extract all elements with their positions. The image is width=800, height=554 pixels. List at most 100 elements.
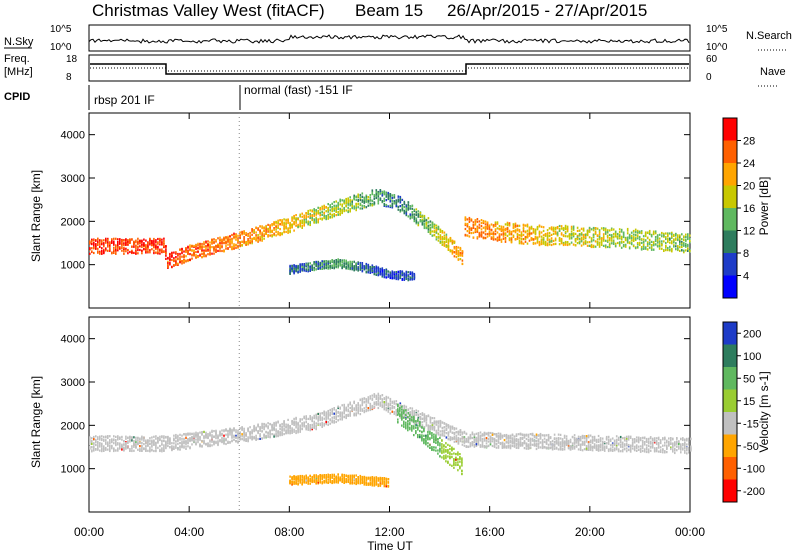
heatmap-cell xyxy=(105,239,107,242)
heatmap-cell xyxy=(371,189,374,192)
heatmap-cell xyxy=(413,272,416,276)
heatmap-cell xyxy=(193,436,195,439)
heatmap-cell xyxy=(175,258,177,261)
heatmap-cell xyxy=(349,260,351,263)
heatmap-cell xyxy=(476,218,479,221)
heatmap-cell xyxy=(139,437,141,440)
heatmap-cell xyxy=(437,432,440,435)
heatmap-cell xyxy=(173,434,175,437)
heatmap-cell xyxy=(141,243,143,246)
heatmap-cell xyxy=(285,226,287,229)
heatmap-cell xyxy=(423,420,426,423)
heatmap-cell xyxy=(149,249,151,252)
heatmap-cell xyxy=(429,424,432,427)
heatmap-cell xyxy=(133,436,135,439)
date-range: 26/Apr/2015 - 27/Apr/2015 xyxy=(447,1,647,20)
heatmap-cell xyxy=(411,407,414,410)
heatmap-cell xyxy=(337,211,339,214)
heatmap-cell xyxy=(261,426,263,429)
heatmap-cell xyxy=(175,440,177,443)
heatmap-cell xyxy=(387,410,390,413)
heatmap-cell xyxy=(213,252,215,255)
heatmap-cell xyxy=(135,444,137,447)
heatmap-cell xyxy=(383,199,386,202)
heatmap-cell xyxy=(536,228,539,231)
heatmap-cell xyxy=(480,219,483,222)
heatmap-cell xyxy=(137,437,139,440)
heatmap-cell xyxy=(498,238,501,241)
heatmap-cell xyxy=(413,411,416,414)
heatmap-cell xyxy=(155,239,157,242)
heatmap-cell xyxy=(169,258,171,261)
heatmap-cell xyxy=(379,404,382,407)
heatmap-cell xyxy=(289,266,291,269)
heatmap-cell xyxy=(289,426,291,429)
heatmap-cell xyxy=(181,252,183,255)
heatmap-cell xyxy=(221,434,223,437)
heatmap-cell xyxy=(556,232,559,235)
heatmap-cell xyxy=(107,238,109,241)
heatmap-cell xyxy=(191,249,193,252)
heatmap-cell xyxy=(661,240,663,243)
heatmap-cell xyxy=(405,275,408,278)
heatmap-cell xyxy=(542,229,545,232)
heatmap-cell xyxy=(391,272,394,276)
heatmap-cell xyxy=(459,248,462,251)
heatmap-cell xyxy=(407,408,410,411)
heatmap-cell xyxy=(277,434,279,438)
heatmap-cell xyxy=(139,241,141,245)
heatmap-cell xyxy=(185,247,187,250)
heatmap-cell xyxy=(225,236,227,239)
heatmap-cell xyxy=(407,411,410,415)
heatmap-cell xyxy=(389,398,392,401)
heatmap-cell xyxy=(263,227,265,230)
heatmap-cell xyxy=(379,191,382,194)
heatmap-cell xyxy=(331,259,333,262)
heatmap-cell xyxy=(413,218,416,221)
heatmap-cell xyxy=(299,214,301,218)
heatmap-cell xyxy=(197,433,199,436)
heatmap-cell xyxy=(423,413,426,416)
heatmap-cell xyxy=(169,438,171,441)
heatmap-cell xyxy=(213,247,215,250)
nave-trace xyxy=(90,67,689,72)
heatmap-cell xyxy=(97,448,99,451)
heatmap-cell xyxy=(636,242,639,245)
heatmap-cell xyxy=(423,216,426,219)
heatmap-cell xyxy=(249,242,251,245)
heatmap-cell xyxy=(431,234,434,237)
heatmap-cell xyxy=(143,238,145,241)
heatmap-cell xyxy=(227,433,229,436)
heatmap-cell xyxy=(401,198,404,201)
heatmap-cell xyxy=(211,440,213,443)
heatmap-cell xyxy=(329,205,331,208)
heatmap-cell xyxy=(385,403,388,407)
heatmap-cell xyxy=(259,230,261,233)
heatmap-cell xyxy=(169,263,171,266)
heatmap-cell xyxy=(303,421,305,424)
heatmap-cell xyxy=(375,195,378,198)
heatmap-cell xyxy=(323,208,325,211)
heatmap-cell xyxy=(476,236,479,239)
heatmap-cell xyxy=(415,211,418,214)
heatmap-cell xyxy=(415,220,418,223)
heatmap-cell xyxy=(353,407,355,410)
heatmap-cell xyxy=(225,237,227,240)
heatmap-cell xyxy=(349,202,351,205)
heatmap-cell xyxy=(347,209,349,212)
heatmap-cell xyxy=(151,239,153,243)
heatmap-cell xyxy=(369,268,372,271)
heatmap-cell xyxy=(345,199,347,202)
heatmap-cell xyxy=(149,442,151,445)
heatmap-cell xyxy=(401,274,404,277)
heatmap-cell xyxy=(614,233,617,236)
heatmap-cell xyxy=(139,441,141,444)
heatmap-cell xyxy=(305,415,307,418)
heatmap-cell xyxy=(435,421,438,424)
heatmap-cell xyxy=(213,440,215,443)
heatmap-cell xyxy=(311,267,313,270)
heatmap-cell xyxy=(327,261,329,265)
heatmap-cell xyxy=(389,276,392,280)
heatmap-cell xyxy=(331,213,333,216)
heatmap-cell xyxy=(233,247,235,250)
